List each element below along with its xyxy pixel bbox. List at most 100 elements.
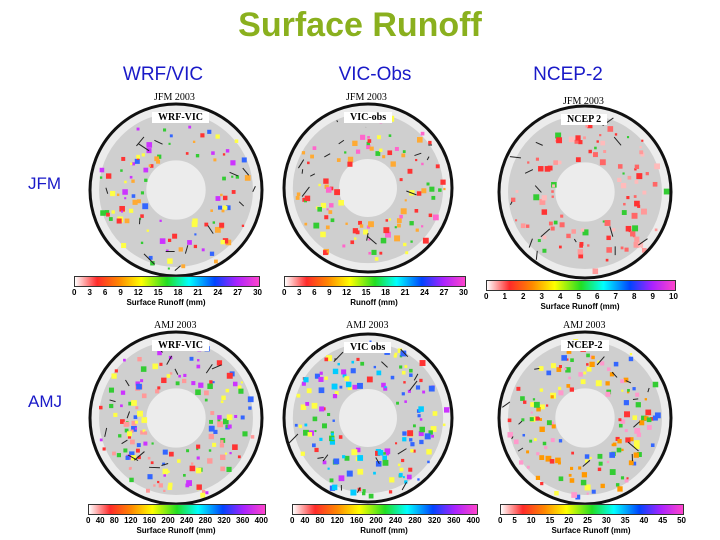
runoff-patch [438, 188, 442, 192]
runoff-patch [131, 179, 135, 183]
coastline-segment [517, 447, 524, 452]
runoff-patch [131, 194, 136, 198]
runoff-patch [634, 168, 637, 171]
runoff-patch [631, 212, 638, 219]
runoff-patch [412, 449, 416, 453]
runoff-patch [356, 357, 360, 361]
colorbar-tick-label: 9 [650, 292, 655, 301]
runoff-patch [558, 439, 563, 443]
runoff-patch [194, 233, 197, 236]
runoff-patch [575, 494, 581, 500]
runoff-patch [201, 489, 206, 494]
runoff-patch [550, 438, 555, 443]
runoff-patch [409, 368, 413, 373]
colorbar-tick-label: 3 [297, 288, 302, 297]
runoff-patch [381, 382, 386, 388]
runoff-patch [120, 404, 123, 408]
runoff-patch [120, 419, 125, 424]
runoff-patch [632, 415, 638, 420]
coastline-segment [229, 171, 239, 177]
runoff-patch [542, 248, 547, 253]
coastline-segment [211, 364, 222, 370]
runoff-patch [175, 381, 180, 386]
runoff-patch [533, 438, 537, 442]
runoff-patch [322, 460, 327, 465]
runoff-patch [214, 259, 218, 264]
runoff-patch [222, 418, 229, 425]
runoff-patch [611, 228, 616, 232]
runoff-patch [217, 419, 221, 423]
colorbar-tick-label: 120 [330, 516, 344, 525]
runoff-patch [556, 367, 562, 372]
runoff-patch [606, 460, 610, 464]
runoff-patch [640, 152, 645, 157]
runoff-patch [390, 161, 396, 167]
colorbar-tick-label: 0 [498, 516, 503, 525]
runoff-patch [148, 164, 152, 167]
runoff-patch [225, 424, 229, 428]
runoff-patch [640, 208, 647, 215]
coastline-segment [400, 348, 409, 358]
runoff-patch [558, 160, 562, 165]
runoff-patch [581, 472, 588, 478]
runoff-patch [220, 193, 223, 197]
runoff-patch [530, 402, 536, 407]
runoff-patch [312, 416, 318, 422]
runoff-patch [352, 140, 358, 147]
runoff-patch [218, 205, 222, 210]
runoff-patch [652, 381, 659, 388]
runoff-patch [534, 416, 539, 421]
runoff-patch [401, 153, 406, 158]
runoff-patch [632, 461, 637, 466]
runoff-patch [634, 180, 639, 184]
runoff-patch [147, 456, 151, 460]
colorbar-tick-label: 360 [447, 516, 461, 525]
colorbar-tick-label: 24 [420, 288, 429, 297]
runoff-patch [539, 198, 546, 205]
runoff-patch [626, 477, 629, 480]
colorbar-tick-label: 21 [193, 288, 203, 297]
runoff-patch [303, 429, 309, 436]
runoff-patch [544, 166, 551, 172]
runoff-patch [507, 418, 512, 423]
runoff-patch [326, 250, 329, 253]
runoff-patch [161, 377, 167, 384]
runoff-patch [191, 381, 196, 386]
runoff-patch [189, 465, 196, 472]
runoff-patch [210, 209, 213, 212]
coastline-segment [632, 398, 639, 400]
runoff-patch [429, 186, 435, 192]
runoff-patch [406, 474, 412, 480]
runoff-patch [141, 393, 147, 399]
runoff-patch [404, 400, 407, 403]
runoff-patch [515, 190, 519, 193]
runoff-patch [578, 140, 583, 145]
runoff-patch [402, 431, 407, 436]
runoff-patch [409, 221, 414, 226]
runoff-patch [550, 395, 554, 399]
runoff-patch [592, 268, 599, 275]
runoff-patch [355, 230, 360, 235]
runoff-patch [578, 253, 584, 259]
runoff-patch [225, 205, 231, 211]
runoff-patch [356, 382, 363, 389]
coastline-segment [174, 368, 179, 375]
runoff-patch [186, 480, 193, 486]
coastline-segment [126, 411, 131, 419]
runoff-patch [323, 250, 328, 256]
colorbar-tick-label: 25 [583, 516, 592, 525]
runoff-patch [238, 388, 244, 394]
coastline-segment [109, 399, 116, 403]
runoff-patch [204, 398, 208, 402]
runoff-patch [639, 420, 645, 426]
runoff-patch [569, 478, 575, 483]
runoff-patch [542, 235, 547, 240]
runoff-patch [131, 425, 137, 432]
runoff-patch [355, 447, 361, 453]
colorbar-ticks: 0 3 6 9 12 15 18 21 24 27 30 [282, 288, 468, 297]
runoff-patch [235, 175, 240, 179]
runoff-patch [177, 459, 181, 463]
runoff-patch [626, 136, 630, 139]
runoff-patch [142, 203, 149, 210]
runoff-patch [580, 228, 585, 232]
